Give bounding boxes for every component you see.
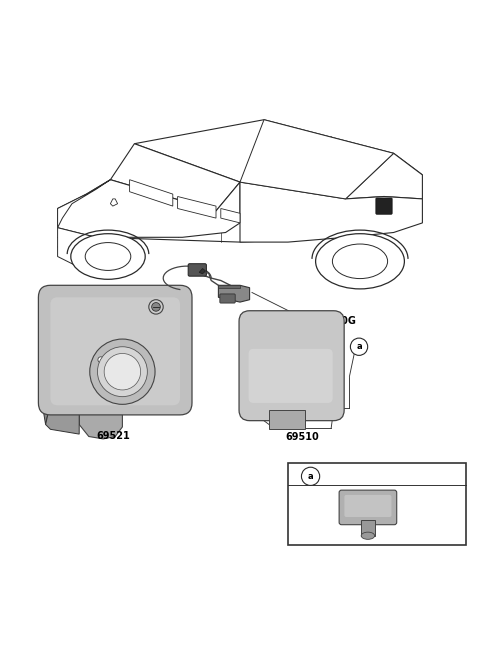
Circle shape xyxy=(301,467,320,486)
Polygon shape xyxy=(134,120,422,199)
Text: 69521: 69521 xyxy=(96,431,130,442)
Ellipse shape xyxy=(85,242,131,271)
FancyBboxPatch shape xyxy=(38,285,192,415)
Ellipse shape xyxy=(316,234,404,289)
FancyBboxPatch shape xyxy=(376,198,392,214)
Circle shape xyxy=(94,353,108,367)
Text: a: a xyxy=(308,472,313,481)
Circle shape xyxy=(90,339,155,404)
Polygon shape xyxy=(58,180,240,237)
Text: 69510: 69510 xyxy=(286,432,319,442)
FancyBboxPatch shape xyxy=(339,490,396,525)
Bar xyxy=(288,463,466,545)
FancyBboxPatch shape xyxy=(249,349,333,403)
Polygon shape xyxy=(58,180,110,228)
Polygon shape xyxy=(43,388,50,424)
Polygon shape xyxy=(240,120,394,199)
FancyBboxPatch shape xyxy=(50,298,180,405)
Text: 1123AE: 1123AE xyxy=(60,302,101,312)
Polygon shape xyxy=(221,208,240,223)
Text: 81230G: 81230G xyxy=(314,316,356,327)
Circle shape xyxy=(97,347,147,397)
Ellipse shape xyxy=(361,532,374,539)
Polygon shape xyxy=(218,285,240,288)
Text: 81597A: 81597A xyxy=(324,471,365,482)
Polygon shape xyxy=(130,180,173,206)
Text: a: a xyxy=(356,342,362,351)
Ellipse shape xyxy=(71,234,145,279)
Polygon shape xyxy=(199,269,205,274)
FancyBboxPatch shape xyxy=(188,263,206,276)
Polygon shape xyxy=(346,153,422,199)
Circle shape xyxy=(149,300,163,314)
Circle shape xyxy=(98,357,104,363)
Polygon shape xyxy=(79,403,122,439)
Circle shape xyxy=(104,353,141,390)
Polygon shape xyxy=(46,403,79,434)
Polygon shape xyxy=(58,228,96,266)
Polygon shape xyxy=(110,144,240,211)
Circle shape xyxy=(152,303,160,311)
FancyBboxPatch shape xyxy=(344,495,391,517)
Polygon shape xyxy=(218,285,250,302)
Ellipse shape xyxy=(332,244,388,279)
Polygon shape xyxy=(269,410,305,429)
FancyBboxPatch shape xyxy=(220,294,235,303)
Circle shape xyxy=(350,338,368,355)
Bar xyxy=(361,520,374,535)
Polygon shape xyxy=(240,182,422,242)
Polygon shape xyxy=(110,199,118,206)
Text: 81599: 81599 xyxy=(50,355,84,365)
FancyBboxPatch shape xyxy=(239,311,344,420)
Polygon shape xyxy=(178,196,216,218)
